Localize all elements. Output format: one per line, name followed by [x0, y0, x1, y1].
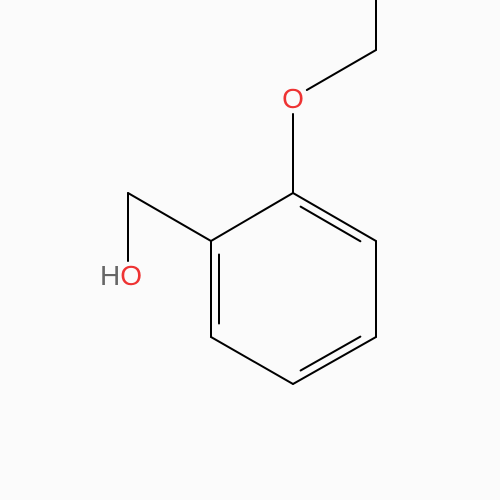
molecule-diagram: HO O [0, 0, 500, 500]
atom-label-O9: O [282, 83, 304, 114]
atom-label-O8: HO [100, 260, 142, 291]
